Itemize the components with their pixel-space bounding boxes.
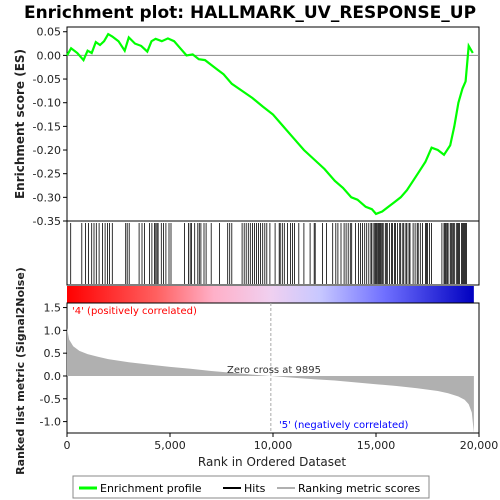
- x-tick-label: 0: [64, 439, 71, 452]
- es-y-axis-label: Enrichment score (ES): [13, 49, 27, 199]
- es-y-tick-label: -0.15: [33, 120, 61, 133]
- legend-box: [72, 475, 430, 499]
- ranking-metric-area: [67, 328, 474, 433]
- metric-y-tick-label: 0.5: [44, 347, 62, 360]
- es-y-tick-label: 0.05: [37, 26, 62, 39]
- metric-y-tick-label: 1.5: [44, 302, 62, 315]
- x-tick-label: 5,000: [154, 439, 186, 452]
- negative-correlation-label: '5' (negatively correlated): [279, 420, 408, 431]
- hit-marks: [70, 223, 468, 284]
- legend: Enrichment profile Hits Ranking metric s…: [72, 475, 430, 499]
- es-y-tick-label: -0.10: [33, 97, 61, 110]
- es-y-tick-label: -0.20: [33, 144, 61, 157]
- metric-y-axis-label: Ranked list metric (Signal2Noise): [14, 267, 27, 475]
- x-tick-label: 15,000: [357, 439, 396, 452]
- zero-cross-annotation: Zero cross at 9895: [227, 365, 321, 376]
- legend-hits-label: Hits: [244, 482, 266, 495]
- es-panel-frame: [66, 26, 480, 222]
- rank-gradient-bar: [67, 286, 474, 303]
- metric-y-tick-label: -0.5: [40, 393, 61, 406]
- metric-y-tick-label: -1.0: [40, 416, 61, 429]
- es-y-tick-label: -0.35: [33, 215, 61, 228]
- x-axis-ticks: 0 5,000 10,000 15,000 20,000: [64, 433, 499, 452]
- positive-correlation-label: '4' (positively correlated): [72, 306, 197, 317]
- metric-panel: 1.51.00.50.0-0.5-1.0 Zero cross at 9895 …: [14, 267, 480, 475]
- es-y-tick-label: -0.25: [33, 168, 61, 181]
- es-panel: 0.05 0.00 -0.05 -0.10 -0.15 -0.20 -0.25 -0.30 -0…: [13, 26, 480, 228]
- metric-y-tick-label: 0.0: [44, 370, 62, 383]
- x-tick-label: 20,000: [460, 439, 499, 452]
- es-y-tick-label: -0.30: [33, 191, 61, 204]
- es-y-tick-label: 0.00: [37, 49, 62, 62]
- metric-y-ticks: 1.5 1.0 0.5 0.0 -0.5 -1.0: [40, 302, 67, 429]
- legend-metric-label: Ranking metric scores: [298, 482, 420, 495]
- chart-title: Enrichment plot: HALLMARK_UV_RESPONSE_UP: [24, 3, 476, 23]
- hits-panel: [66, 220, 480, 286]
- x-tick-label: 10,000: [254, 439, 293, 452]
- enrichment-profile-line: [66, 32, 474, 216]
- es-y-ticks: 0.05 0.00 -0.05 -0.10 -0.15 -0.20 -0.25 -0.30 -0…: [33, 26, 67, 228]
- legend-enrichment-label: Enrichment profile: [100, 482, 202, 495]
- rank-color-bar: [67, 286, 474, 303]
- metric-y-tick-label: 1.0: [44, 324, 62, 337]
- x-axis-label: Rank in Ordered Dataset: [198, 455, 346, 469]
- es-y-tick-label: -0.05: [33, 73, 61, 86]
